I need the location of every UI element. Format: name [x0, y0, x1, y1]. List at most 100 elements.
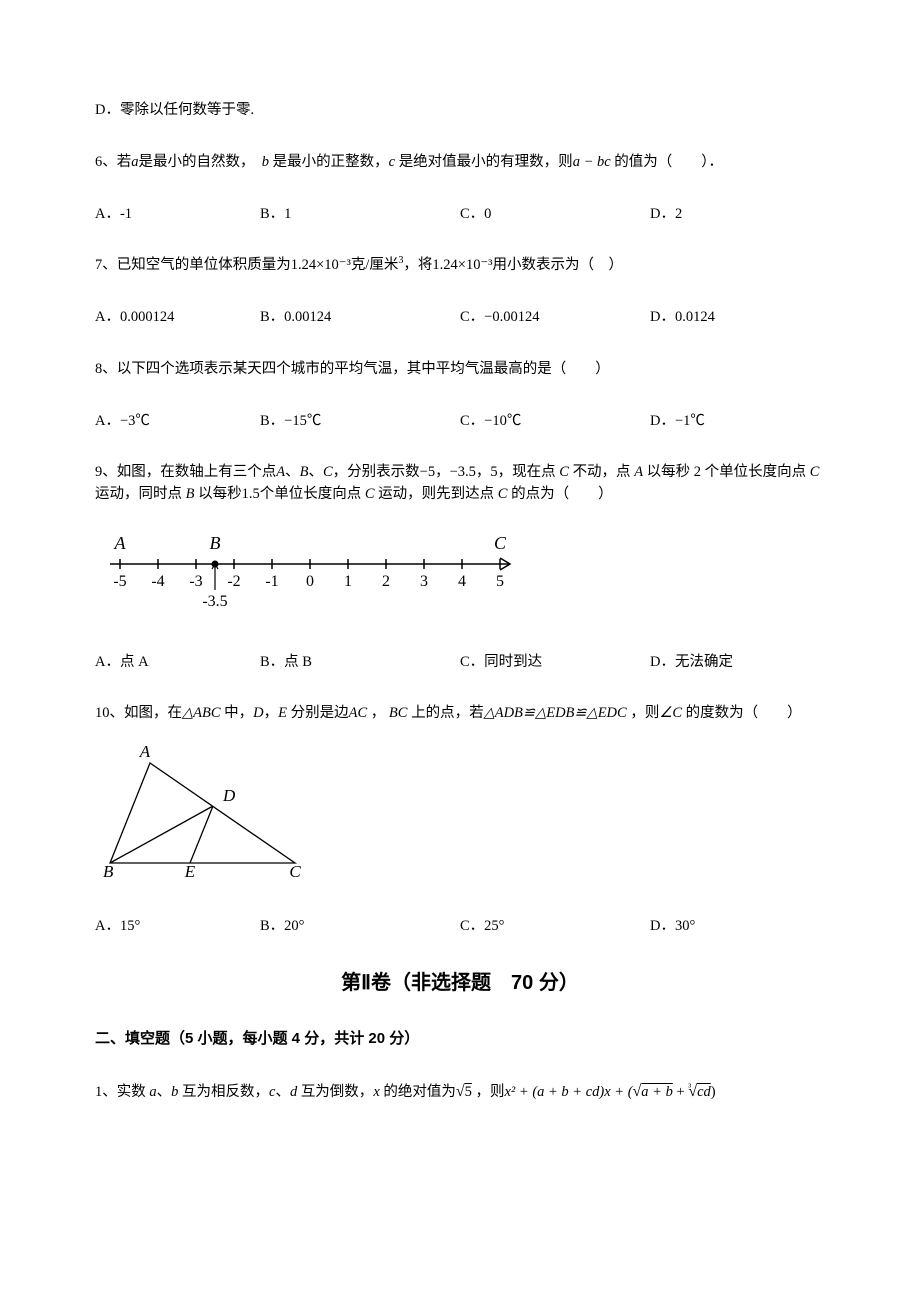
q8-opt-d: D．−1℃: [650, 411, 705, 433]
f1-t4: 互为相反数，: [178, 1084, 269, 1100]
f1-mid: ，则: [472, 1084, 505, 1100]
tri-e: E: [184, 862, 196, 878]
f1-a: a: [149, 1084, 156, 1100]
q7-opt-a: A．0.000124: [95, 307, 260, 329]
label-a: A: [114, 533, 127, 553]
q10-triangle-figure: A B C D E: [95, 743, 825, 886]
q10-t1: △ABC: [182, 705, 221, 721]
q7-options: A．0.000124 B．0.00124 C．−0.00124 D．0.0124: [95, 307, 825, 329]
q10-t7: AC: [349, 705, 368, 721]
q9-opt-a-text: A．点 A: [95, 654, 149, 670]
q6-stem: 6、若a是最小的自然数， b 是最小的正整数，c 是绝对值最小的有理数，则a −…: [95, 152, 825, 174]
tick--3: -3: [189, 573, 202, 590]
q6-var-a: a: [131, 154, 138, 170]
tick--1: -1: [265, 573, 278, 590]
q9-opt-c: C．同时到达: [460, 652, 650, 674]
f1-expr0: x² + (a + b + cd)x + (: [505, 1084, 633, 1100]
tick--4: -4: [151, 573, 164, 590]
f1-t0: 1、实数: [95, 1084, 149, 1100]
q9-t16: 运动，同时点: [95, 486, 186, 502]
q7-stem: 7、已知空气的单位体积质量为1.24×10⁻³克/厘米3，将1.24×10⁻³用…: [95, 255, 825, 277]
q10-t13: ∠C: [659, 705, 682, 721]
q9-t10: ，5，现在点: [476, 464, 559, 480]
q7-post: 用小数表示为（ ）: [492, 257, 623, 273]
q9-stem: 9、如图，在数轴上有三个点A、B、C，分别表示数−5，−3.5，5，现在点 C …: [95, 462, 825, 506]
exam-page: D．零除以任何数等于零. 6、若a是最小的自然数， b 是最小的正整数，c 是绝…: [0, 0, 920, 1302]
q6-text-8: 的值为（ ）．: [611, 154, 723, 170]
q7-pre: 7、已知空气的单位体积质量为: [95, 257, 291, 273]
q7-expr1: 1.24×10⁻³: [291, 257, 351, 273]
q10-opt-a: A．15°: [95, 916, 260, 938]
fill-heading: 二、填空题（5 小题，每小题 4 分，共计 20 分）: [95, 1028, 825, 1051]
q6-opt-d: D．2: [650, 204, 682, 226]
q8-stem: 8、以下四个选项表示某天四个城市的平均气温，其中平均气温最高的是（ ）: [95, 359, 825, 381]
f1-plus: +: [673, 1084, 688, 1100]
q10-opt-c: C．25°: [460, 916, 650, 938]
q9-t14: 以每秒 2 个单位长度向点: [643, 464, 810, 480]
f1-t8: 互为倒数，: [297, 1084, 373, 1100]
q6-text-2: 是最小的自然数，: [139, 154, 262, 170]
sqrt5: √5: [456, 1084, 472, 1100]
q10-opt-d: D．30°: [650, 916, 695, 938]
fill-q1: 1、实数 a、b 互为相反数，c、d 互为倒数，x 的绝对值为√5 ，则x² +…: [95, 1080, 825, 1104]
tick-2: 2: [382, 573, 390, 590]
q9-opt-d: D．无法确定: [650, 652, 733, 674]
q6-opt-a: A．-1: [95, 204, 260, 226]
tick--5: -5: [113, 573, 126, 590]
q6-expr: a − bc: [573, 154, 611, 170]
section2-title: 第Ⅱ卷（非选择题 70 分）: [95, 968, 825, 998]
q9-numberline-figure: -5 -4 -3 -2 -1 0 1 2 3 4 5 A B C: [95, 524, 825, 622]
tri-b: B: [103, 862, 114, 878]
q9-options: A．点 A B．点 B C．同时到达 D．无法确定: [95, 652, 825, 674]
q10-t14: 的度数为（ ）: [682, 705, 802, 721]
q8-options: A．−3℃ B．−15℃ C．−10℃ D．−1℃: [95, 411, 825, 433]
q8-opt-b: B．−15℃: [260, 411, 460, 433]
label-c: C: [494, 533, 507, 553]
tri-d: D: [222, 786, 236, 805]
q9-t19: 1.5: [242, 486, 260, 502]
q9-t15: C: [810, 464, 820, 480]
q6-var-b: b: [262, 154, 269, 170]
q9-t6: ，分别表示数: [333, 464, 420, 480]
q10-t0: 10、如图，在: [95, 705, 182, 721]
q9-opt-b: B．点 B: [260, 652, 460, 674]
tick--2: -2: [227, 573, 240, 590]
q7-opt-d: D．0.0124: [650, 307, 715, 329]
q6-opt-c: C．0: [460, 204, 650, 226]
q9-t9: −3.5: [450, 464, 476, 480]
q9-opt-a: A．点 A: [95, 652, 260, 674]
q10-t8: ，: [367, 705, 385, 721]
tick-3: 3: [420, 573, 428, 590]
q9-t18: 以每秒: [194, 486, 241, 502]
q10-stem: 10、如图，在△ABC 中，D，E 分别是边AC ， BC 上的点，若△ADB≌…: [95, 703, 825, 725]
q6-text-4: 是最小的正整数，: [269, 154, 389, 170]
q9-t2: 、: [285, 464, 300, 480]
tick-4: 4: [458, 573, 466, 590]
q9-t20: 个单位长度向点: [260, 486, 365, 502]
q10-t11: △ADB≌△EDB≌△EDC: [484, 705, 627, 721]
f1-t2: 、: [157, 1084, 172, 1100]
q9-t4: 、: [308, 464, 323, 480]
q10-t10: 上的点，若: [407, 705, 483, 721]
numberline-svg: -5 -4 -3 -2 -1 0 1 2 3 4 5 A B C: [95, 524, 525, 614]
q7-expr2: 1.24×10⁻³: [432, 257, 492, 273]
q8-opt-a: A．−3℃: [95, 411, 260, 433]
sqrt5-val: 5: [465, 1084, 472, 1100]
tick-5: 5: [496, 573, 504, 590]
q9-t13: A: [634, 464, 643, 480]
q10-t5: E: [278, 705, 287, 721]
q9-t21: C: [365, 486, 375, 502]
q9-t1: A: [276, 464, 285, 480]
q8-opt-c: C．−10℃: [460, 411, 650, 433]
f1-t6: 、: [275, 1084, 290, 1100]
q10-t4: ，: [264, 705, 279, 721]
q6-text-6: 是绝对值最小的有理数，则: [395, 154, 573, 170]
q10-t6: 分别是边: [287, 705, 349, 721]
label-b: B: [210, 533, 221, 553]
q7-opt-b: B．0.00124: [260, 307, 460, 329]
q9-t22: 运动，则先到达点: [375, 486, 498, 502]
q9-t23: C: [498, 486, 508, 502]
tick-1: 1: [344, 573, 352, 590]
q7-mid2: ，将: [403, 257, 432, 273]
q10-opt-b: B．20°: [260, 916, 460, 938]
